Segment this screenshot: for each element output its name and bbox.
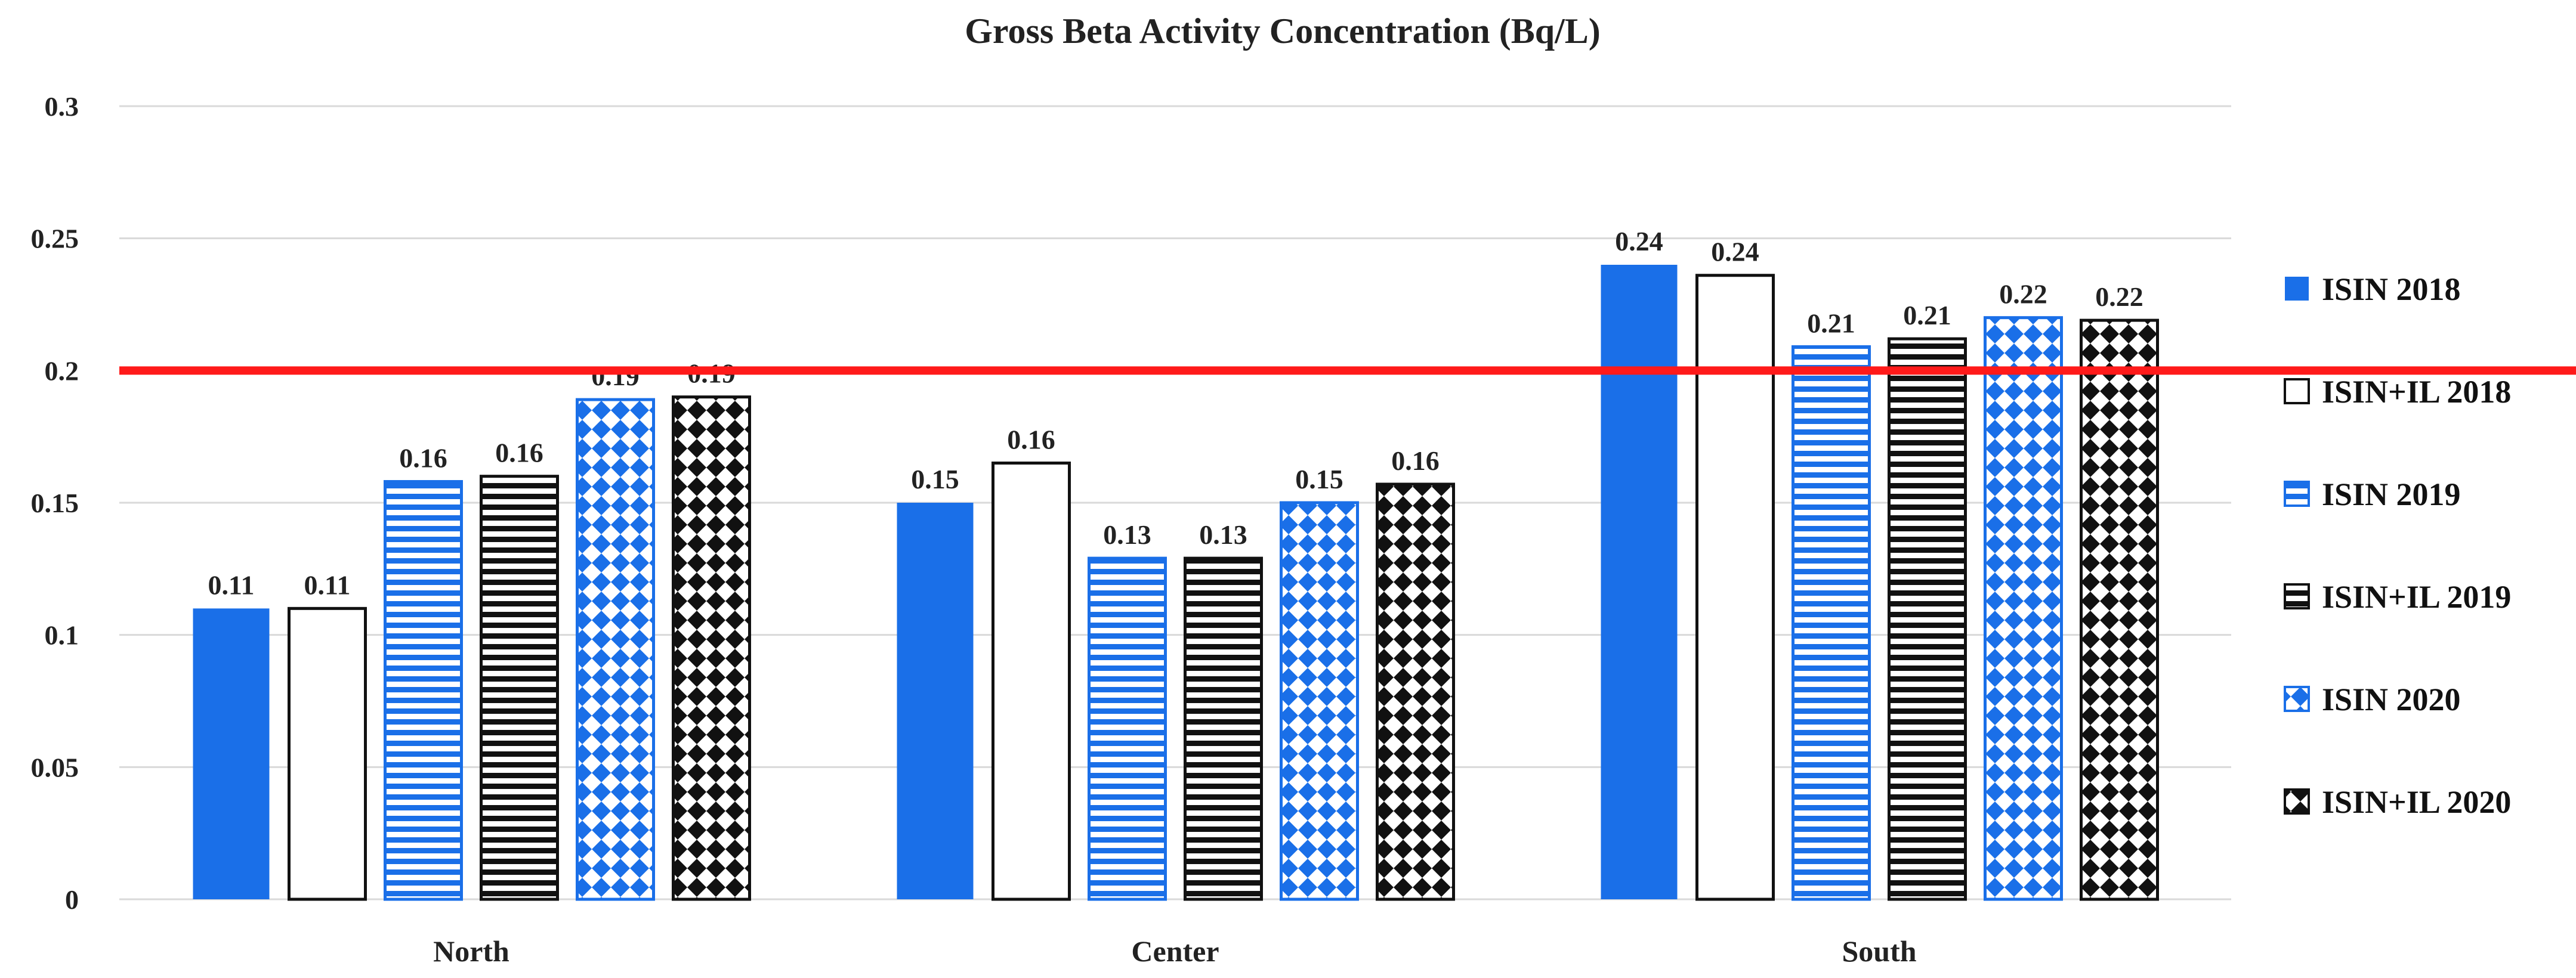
bar-north-isin-2019 (384, 480, 463, 901)
data-label: 0.16 (495, 438, 543, 468)
data-label: 0.21 (1807, 308, 1855, 338)
legend-label: ISIN+IL 2018 (2322, 374, 2511, 410)
bar-center-isin-il-2018 (992, 462, 1071, 901)
data-label: 0.13 (1103, 519, 1151, 550)
bar-south-isin-il-2018 (1695, 274, 1775, 901)
legend-swatch (2284, 788, 2310, 815)
bar-north-isin-il-2020 (672, 395, 751, 901)
bar-center-isin-il-2019 (1184, 556, 1263, 901)
data-label: 0.15 (1295, 464, 1343, 494)
bar-south-isin-il-2019 (1888, 337, 1967, 901)
data-labels: 0.110.110.160.160.190.190.150.160.130.13… (208, 226, 2143, 600)
legend-swatch (2285, 277, 2309, 301)
bar-center-isin-2020 (1280, 501, 1359, 901)
legend: ISIN 2018 ISIN+IL 2018 ISIN 2019 ISIN+IL 20… (2284, 271, 2511, 820)
bars (193, 265, 2159, 901)
bar-north-isin-2020 (576, 398, 655, 901)
legend-label: ISIN 2020 (2322, 682, 2461, 717)
bar-south-isin-il-2020 (2080, 318, 2159, 901)
chart-title: Gross Beta Activity Concentration (Bq/L) (965, 11, 1601, 51)
legend-swatch (2284, 481, 2310, 507)
data-label: 0.15 (911, 464, 959, 494)
data-label: 0.11 (208, 570, 255, 600)
bar-south-isin-2019 (1792, 345, 1871, 901)
category-label-center: Center (1131, 934, 1219, 968)
data-label: 0.22 (1999, 279, 2047, 310)
legend-label: ISIN+IL 2019 (2322, 579, 2511, 615)
legend-label: ISIN 2019 (2322, 476, 2461, 512)
x-axis-categories: North Center South (433, 934, 1917, 968)
y-tick-label: 0.3 (45, 91, 79, 122)
y-tick-label: 0.05 (31, 752, 79, 782)
y-tick-label: 0.25 (31, 224, 79, 254)
data-label: 0.16 (399, 443, 447, 473)
y-axis-ticks: 0 0.05 0.1 0.15 0.2 0.25 0.3 (31, 91, 79, 915)
legend-label: ISIN 2018 (2322, 271, 2461, 307)
bar-north-isin-il-2019 (480, 475, 559, 901)
bar-south-isin-2020 (1984, 316, 2063, 901)
bar-center-isin-2019 (1088, 556, 1167, 901)
legend-swatch (2284, 378, 2310, 404)
y-tick-label: 0 (65, 884, 79, 915)
bar-north-isin-il-2018 (288, 606, 367, 901)
y-tick-label: 0.1 (45, 620, 79, 651)
data-label: 0.11 (304, 570, 351, 600)
bar-north-isin-2018 (193, 608, 270, 899)
bar-center-isin-il-2020 (1376, 482, 1455, 901)
bar-south-isin-2018 (1601, 265, 1678, 899)
category-label-south: South (1842, 934, 1916, 968)
legend-label: ISIN+IL 2020 (2322, 784, 2511, 820)
legend-swatch (2284, 686, 2310, 712)
data-label: 0.16 (1391, 445, 1440, 476)
y-tick-label: 0.2 (45, 355, 79, 386)
y-tick-label: 0.15 (31, 488, 79, 518)
data-label: 0.24 (1711, 237, 1759, 267)
data-label: 0.22 (2095, 281, 2143, 312)
data-label: 0.16 (1007, 425, 1055, 455)
data-label: 0.24 (1615, 226, 1663, 256)
data-label: 0.19 (591, 361, 640, 391)
category-label-north: North (433, 934, 509, 968)
legend-swatch (2284, 583, 2310, 609)
data-label: 0.13 (1199, 519, 1247, 550)
data-label: 0.21 (1903, 300, 1951, 330)
bar-center-isin-2018 (897, 503, 974, 899)
